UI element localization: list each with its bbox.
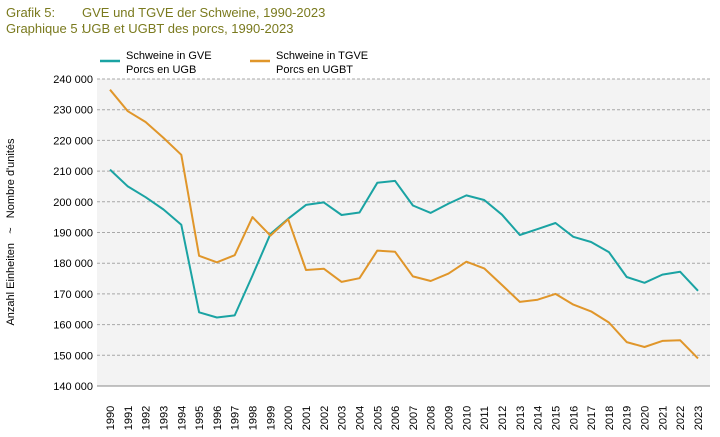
legend-label: Schweine in GVE bbox=[126, 50, 212, 62]
chart-title-de: Grafik 5: GVE und TGVE der Schweine, 1990… bbox=[6, 5, 325, 20]
series-line-tgve bbox=[109, 89, 699, 360]
x-tick-label: 2000 bbox=[283, 406, 295, 430]
series-lines bbox=[109, 89, 699, 360]
chart-title-fr-text: UGB et UGBT des porcs, 1990-2023 bbox=[82, 21, 294, 36]
chart-title-de-text: GVE und TGVE der Schweine, 1990-2023 bbox=[82, 5, 326, 20]
y-tick-label: 230 000 bbox=[53, 105, 93, 117]
x-tick-label: 2017 bbox=[586, 406, 598, 430]
x-tick-label: 2004 bbox=[354, 406, 366, 430]
y-tick-label: 220 000 bbox=[53, 135, 93, 147]
x-axis-ticks: 1990 1991 1992 1993 1994 1995 1996 1997 1998 1999… bbox=[105, 406, 705, 430]
x-tick-label: 2012 bbox=[497, 406, 509, 430]
x-tick-label: 2014 bbox=[533, 406, 545, 430]
x-tick-label: 1991 bbox=[123, 406, 135, 430]
y-axis-ticks: 140 000 150 000 160 000 170 000 180 000 190 0… bbox=[53, 74, 93, 393]
x-tick-label: 1999 bbox=[265, 406, 277, 430]
x-tick-label: 1994 bbox=[176, 406, 188, 430]
y-tick-label: 170 000 bbox=[53, 289, 93, 301]
x-tick-label: 2007 bbox=[408, 406, 420, 430]
x-tick-label: 2003 bbox=[337, 406, 349, 430]
x-tick-label: 2018 bbox=[604, 406, 616, 430]
chart-title-de-label: Grafik 5: bbox=[6, 5, 56, 20]
x-tick-label: 1998 bbox=[248, 406, 260, 430]
grid-lines bbox=[97, 78, 710, 387]
y-axis-label: Anzahl Einheiten ~ Nombre d'unités bbox=[5, 138, 17, 326]
y-tick-label: 240 000 bbox=[53, 74, 93, 86]
x-tick-label: 2005 bbox=[372, 406, 384, 430]
series-line-gve bbox=[109, 168, 699, 319]
legend-label: Porcs en UGB bbox=[126, 64, 196, 76]
legend-label: Porcs en UGBT bbox=[276, 64, 353, 76]
x-tick-label: 2013 bbox=[515, 406, 527, 430]
x-tick-label: 2009 bbox=[444, 406, 456, 430]
x-tick-label: 1995 bbox=[194, 406, 206, 430]
legend-item-tgve: Schweine in TGVE Porcs en UGBT bbox=[250, 50, 368, 76]
x-tick-label: 1996 bbox=[212, 406, 224, 430]
x-tick-label: 2011 bbox=[479, 406, 491, 430]
x-tick-label: 2019 bbox=[622, 406, 634, 430]
y-tick-label: 140 000 bbox=[53, 381, 93, 393]
x-tick-label: 2015 bbox=[550, 406, 562, 430]
x-tick-label: 1990 bbox=[105, 406, 117, 430]
x-tick-label: 2002 bbox=[319, 406, 331, 430]
y-tick-label: 150 000 bbox=[53, 350, 93, 362]
legend-item-gve: Schweine in GVE Porcs en UGB bbox=[100, 50, 212, 76]
x-tick-label: 1997 bbox=[230, 406, 242, 430]
x-tick-label: 2021 bbox=[657, 406, 669, 430]
x-tick-label: 2022 bbox=[675, 406, 687, 430]
x-tick-label: 2020 bbox=[640, 406, 652, 430]
chart-title-fr-label: Graphique 5 : bbox=[6, 21, 85, 36]
x-tick-label: 2008 bbox=[426, 406, 438, 430]
x-tick-label: 1992 bbox=[141, 406, 153, 430]
y-tick-label: 210 000 bbox=[53, 166, 93, 178]
chart-title-fr: Graphique 5 :UGB et UGBT des porcs, 1990… bbox=[6, 21, 293, 36]
x-tick-label: 1993 bbox=[158, 406, 170, 430]
y-tick-label: 180 000 bbox=[53, 258, 93, 270]
y-tick-label: 160 000 bbox=[53, 320, 93, 332]
x-tick-label: 2006 bbox=[390, 406, 402, 430]
y-tick-label: 200 000 bbox=[53, 197, 93, 209]
legend: Schweine in GVE Porcs en UGB Schweine in T… bbox=[100, 50, 368, 76]
x-tick-label: 2016 bbox=[568, 406, 580, 430]
y-tick-label: 190 000 bbox=[53, 228, 93, 240]
x-tick-label: 2023 bbox=[693, 406, 705, 430]
x-tick-label: 2010 bbox=[461, 406, 473, 430]
x-tick-label: 2001 bbox=[301, 406, 313, 430]
legend-label: Schweine in TGVE bbox=[276, 50, 368, 62]
